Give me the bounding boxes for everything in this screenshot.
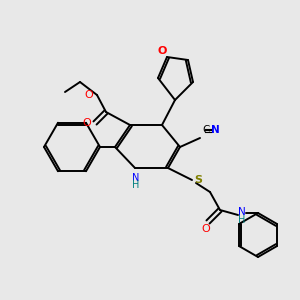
Text: N: N <box>238 207 246 217</box>
Text: H: H <box>132 180 140 190</box>
Text: O: O <box>202 224 210 234</box>
Text: C: C <box>202 125 209 135</box>
Text: O: O <box>157 46 167 56</box>
Text: H: H <box>238 215 246 225</box>
Text: S: S <box>194 175 202 185</box>
Text: N: N <box>211 125 220 135</box>
Text: N: N <box>132 173 140 183</box>
Text: O: O <box>85 90 93 100</box>
Text: O: O <box>82 118 91 128</box>
